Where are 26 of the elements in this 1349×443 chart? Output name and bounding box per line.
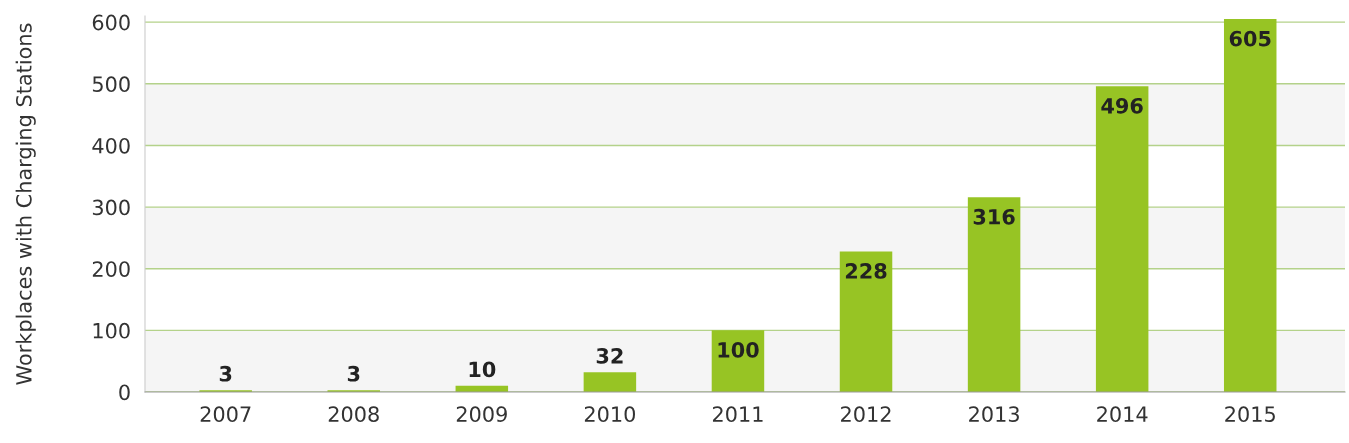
y-tick-label: 300 bbox=[92, 199, 130, 216]
data-label: 3 bbox=[347, 365, 360, 382]
x-tick-label: 2007 bbox=[200, 406, 251, 423]
y-tick-label: 200 bbox=[92, 261, 130, 277]
data-label: 228 bbox=[845, 263, 887, 279]
x-tick-label: 2014 bbox=[1097, 406, 1148, 423]
x-tick-label: 2012 bbox=[841, 406, 891, 423]
x-tick-label: 2013 bbox=[969, 406, 1019, 423]
y-tick-label: 0 bbox=[119, 384, 130, 401]
x-tick-label: 2011 bbox=[712, 406, 763, 423]
data-label: 3 bbox=[219, 365, 232, 382]
data-label: 316 bbox=[973, 208, 1015, 225]
y-tick-label: 500 bbox=[92, 76, 130, 93]
data-label: 605 bbox=[1229, 30, 1271, 47]
data-label: 100 bbox=[718, 342, 759, 358]
x-tick-label: 2009 bbox=[456, 406, 507, 423]
data-label: 32 bbox=[596, 347, 623, 364]
y-axis-title: Workplaces with Charging Stations bbox=[15, 23, 36, 385]
y-tick-label: 600 bbox=[92, 14, 130, 31]
y-tick-label: 400 bbox=[92, 137, 130, 154]
y-tick-label: 100 bbox=[93, 322, 130, 339]
data-label: 10 bbox=[469, 361, 496, 378]
x-tick-label: 2010 bbox=[584, 406, 636, 423]
x-tick-label: 2008 bbox=[328, 406, 379, 423]
data-label: 496 bbox=[1101, 97, 1143, 114]
x-tick-label: 2015 bbox=[1225, 406, 1275, 423]
